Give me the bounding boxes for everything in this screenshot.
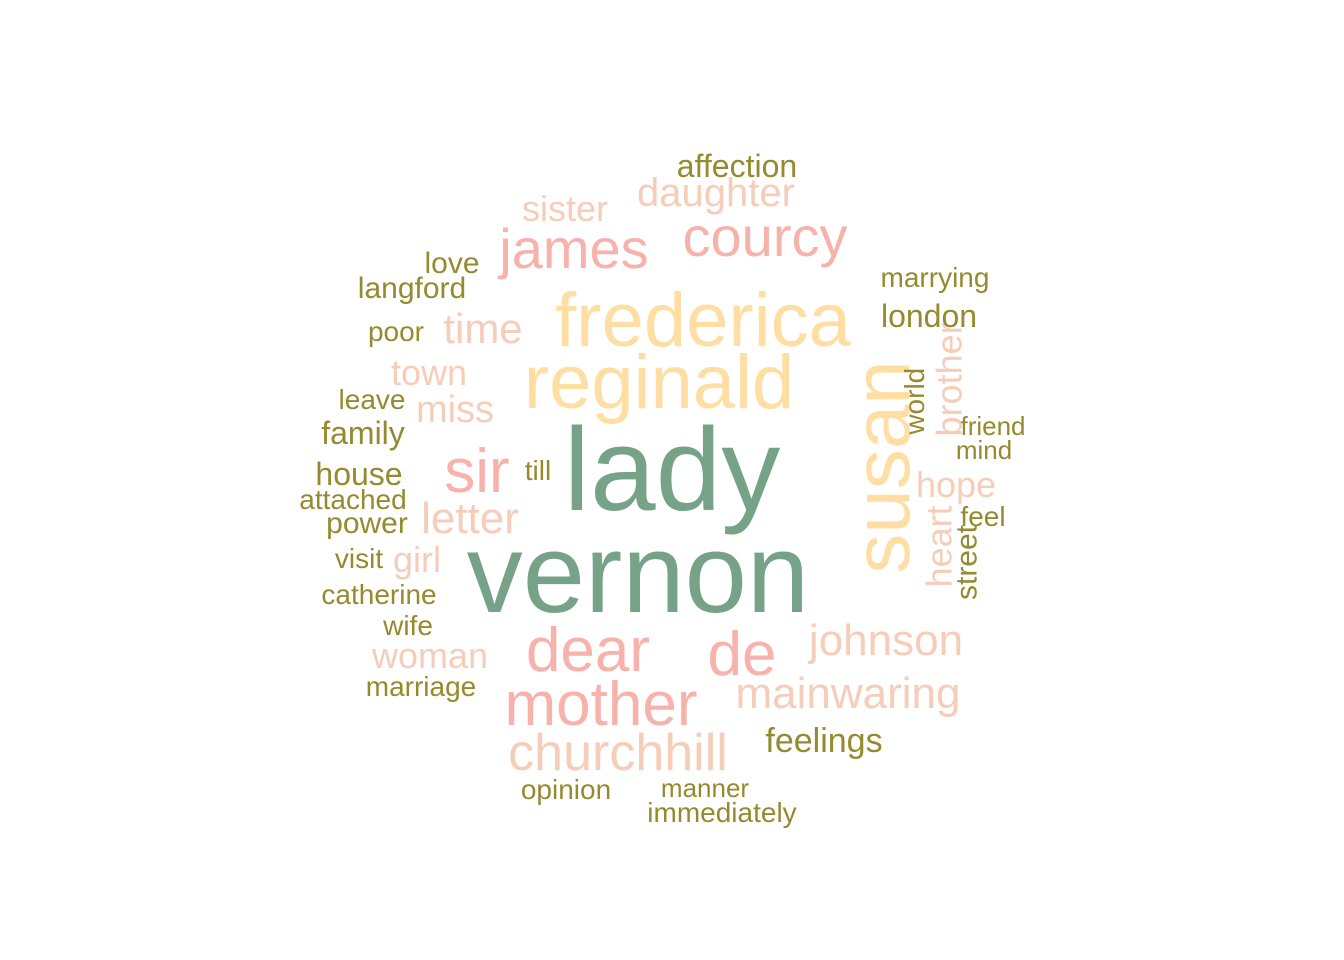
word-feel: feel [960,501,1005,532]
word-power: power [326,507,408,540]
word-visit: visit [335,543,383,574]
word-marrying: marrying [881,262,990,293]
word-affection: affection [677,148,797,184]
word-world: world [899,368,930,436]
word-james: james [497,217,648,280]
word-heart: heart [919,505,960,587]
word-poor: poor [368,316,424,347]
word-street: street [951,524,984,600]
word-sister: sister [522,188,608,229]
word-vernon: vernon [467,511,809,636]
word-house: house [315,456,402,492]
word-love: love [424,247,479,280]
word-miss: miss [416,389,494,431]
word-family: family [321,415,405,451]
word-feelings: feelings [765,722,882,760]
word-courcy: courcy [683,205,848,268]
word-london: london [881,298,977,334]
word-frederica: frederica [555,278,851,363]
word-reginald: reginald [524,340,794,425]
word-till: till [525,455,551,486]
word-churchhill: churchhill [508,724,728,782]
word-woman: woman [371,635,488,676]
word-friend: friend [960,411,1025,441]
word-de: de [708,620,777,689]
word-daughter: daughter [637,171,795,215]
word-catherine: catherine [321,579,436,610]
word-mainwaring: mainwaring [736,669,961,718]
word-leave: leave [339,384,406,415]
word-manner: manner [661,773,749,803]
word-marriage: marriage [366,671,476,702]
word-attached: attached [299,484,406,515]
word-susan: susan [837,360,926,573]
word-time: time [443,305,522,352]
word-sir: sir [444,437,509,506]
word-wife: wife [382,610,433,641]
word-opinion: opinion [521,774,611,805]
word-mind: mind [956,435,1012,465]
word-dear: dear [526,616,650,685]
word-girl: girl [393,539,441,580]
word-brother: brother [929,322,970,436]
word-mother: mother [505,670,698,739]
word-immediately: immediately [647,797,796,828]
word-lady: lady [564,404,780,536]
word-town: town [391,352,467,393]
word-hope: hope [916,464,996,505]
word-langford: langford [358,272,466,305]
word-johnson: johnson [807,616,963,665]
word-letter: letter [421,494,519,543]
